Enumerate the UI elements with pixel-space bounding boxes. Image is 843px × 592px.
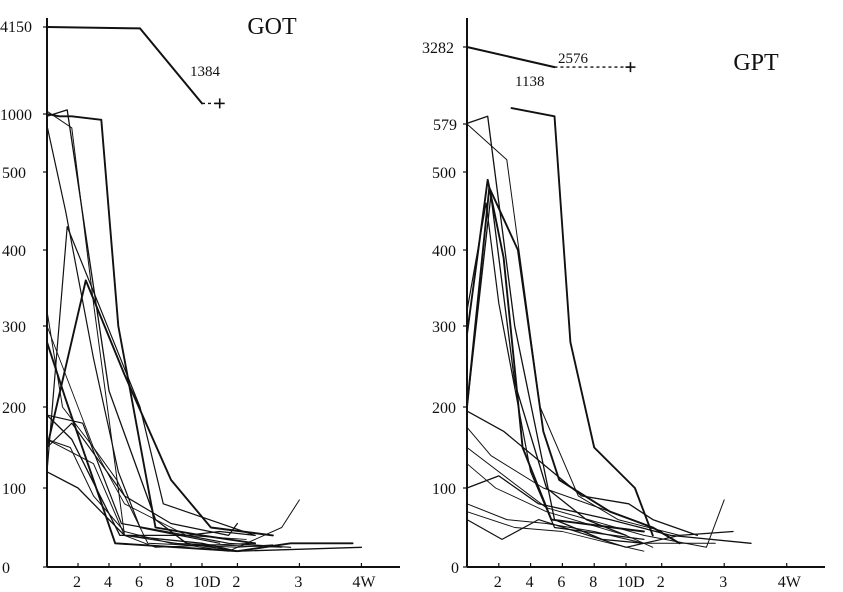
- series-line-4: [466, 123, 681, 536]
- series-line-12: [466, 475, 752, 544]
- y-tick-label: 0: [451, 560, 459, 577]
- value-annotation: 2576: [558, 51, 589, 67]
- y-tick-label: 4150: [0, 19, 32, 36]
- x-tick-label: 10D: [193, 574, 221, 591]
- y-tick-label: 300: [2, 319, 26, 336]
- cross-marker: [625, 62, 636, 73]
- series-line-7: [46, 279, 274, 537]
- series-line-15: [466, 463, 654, 548]
- series-line-11: [46, 341, 354, 553]
- x-tick-label: 2: [494, 574, 502, 591]
- series-line-16: [466, 511, 645, 552]
- got-panel: GOT 0 100 200 300 400 500 1000 4150 2 4 6 8 10D 2 3 4W 13…: [0, 14, 400, 591]
- gpt-panel: GPT 0 100 200 300 400 500 579 3282 2 4 6 8 10D 2 3 4W 257…: [422, 18, 825, 591]
- y-tick-label: 200: [432, 400, 456, 417]
- series-line-6: [466, 194, 627, 537]
- x-tick-label: 6: [557, 574, 565, 591]
- y-tick-label: 400: [432, 243, 456, 260]
- x-tick-label: 2: [73, 574, 81, 591]
- series-line-10: [466, 426, 663, 532]
- series-line-9: [466, 410, 699, 537]
- series-line-15: [46, 471, 363, 552]
- series-line-10: [46, 438, 283, 548]
- y-tick-label: 400: [2, 243, 26, 260]
- series-line-4: [46, 110, 256, 548]
- y-tick-label: 500: [2, 165, 26, 182]
- y-tick-label: 1000: [0, 107, 32, 124]
- series-line-16: [46, 325, 247, 540]
- y-tick-label: 0: [2, 560, 10, 577]
- panel-title: GPT: [733, 50, 779, 76]
- x-tick-label: 4: [526, 574, 534, 591]
- cross-marker: [214, 98, 225, 109]
- value-annotation: 1138: [515, 74, 544, 90]
- panel-title: GOT: [247, 14, 297, 40]
- series-line-13: [466, 503, 716, 544]
- series-line-12: [46, 414, 292, 548]
- x-tick-label: 3: [719, 574, 727, 591]
- series-line-6: [46, 226, 256, 537]
- y-tick-label: 100: [432, 481, 456, 498]
- series-line-3: [46, 109, 239, 552]
- x-tick-label: 8: [166, 574, 174, 591]
- series-line-14: [466, 518, 734, 548]
- x-tick-label: 4W: [778, 574, 802, 591]
- x-tick-label: 4: [104, 574, 112, 591]
- x-tick-label: 2: [232, 574, 240, 591]
- x-tick-label: 8: [589, 574, 597, 591]
- series-line-5: [466, 178, 645, 533]
- x-tick-label: 6: [135, 574, 143, 591]
- y-tick-label: 300: [432, 319, 456, 336]
- x-tick-label: 3: [294, 574, 302, 591]
- series-line-3: [466, 115, 645, 544]
- series-line-1: [466, 46, 556, 69]
- series-line-13: [46, 438, 300, 552]
- y-tick-label: 579: [433, 117, 457, 134]
- x-tick-label: 10D: [617, 574, 645, 591]
- series-line-9: [46, 414, 256, 537]
- x-tick-label: 2: [657, 574, 665, 591]
- y-tick-label: 3282: [422, 40, 454, 57]
- y-tick-label: 500: [432, 165, 456, 182]
- y-tick-label: 100: [2, 481, 26, 498]
- series-line-5: [46, 124, 221, 544]
- series-line-7: [466, 202, 645, 541]
- y-tick-label: 200: [2, 400, 26, 417]
- series-line-14: [46, 422, 238, 537]
- x-tick-label: 4W: [352, 574, 376, 591]
- series-line-8: [46, 310, 274, 548]
- series-line-2: [510, 107, 654, 537]
- value-annotation: 1384: [190, 64, 221, 80]
- series-line-1: [46, 26, 203, 105]
